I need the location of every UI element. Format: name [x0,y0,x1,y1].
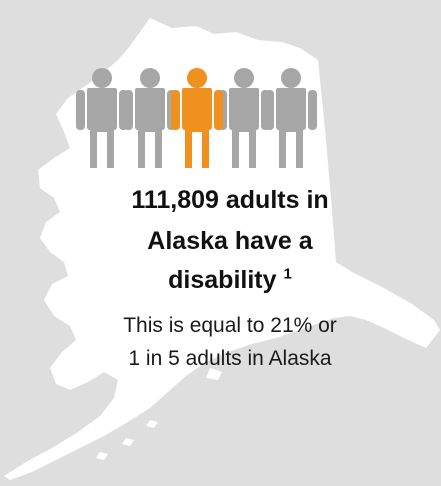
subtext-line-2: 1 in 5 adults in Alaska [128,347,332,370]
island-shape [206,368,222,380]
person-icon [124,68,176,168]
footnote-marker: 1 [283,265,292,283]
headline-disability: disability [168,266,277,294]
island-shape [96,452,108,460]
headline-line-1: 111,809 adults in [131,186,329,214]
person-icon [218,68,270,168]
person-icon [76,68,128,168]
island-shape [122,438,134,446]
headline-line-3: disability 1 [70,262,390,298]
island-shape [146,420,158,428]
person-icon-highlighted [171,68,223,168]
headline-line-2: Alaska have a [147,227,313,255]
person-icon [265,68,317,168]
subtext-line-1: This is equal to 21% or [123,314,337,337]
